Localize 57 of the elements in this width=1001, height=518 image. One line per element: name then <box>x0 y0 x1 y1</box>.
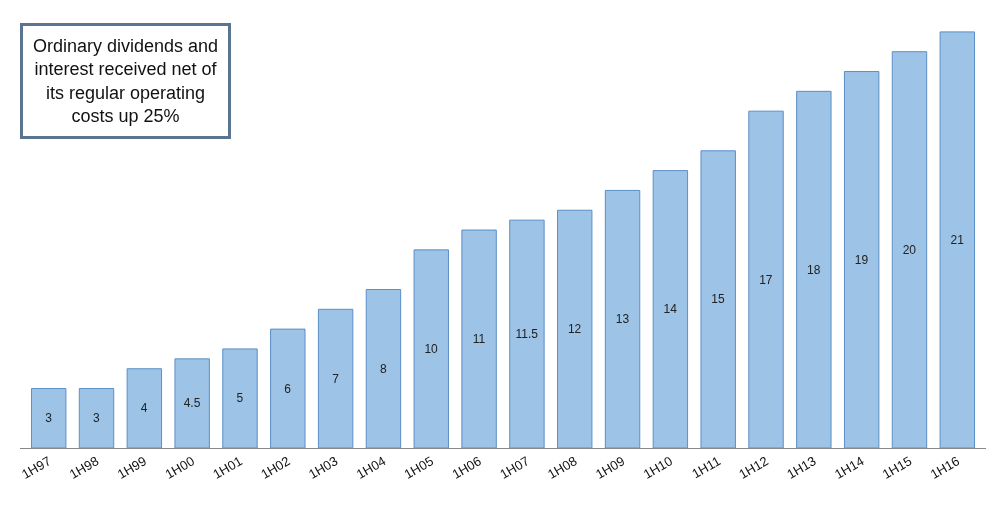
x-tick-label: 1H06 <box>449 453 484 482</box>
bar <box>700 150 736 448</box>
bar <box>365 288 402 448</box>
bar <box>461 229 497 448</box>
bar <box>604 189 641 448</box>
data-label: 11.5 <box>515 327 539 342</box>
x-tick-label: 1H14 <box>832 453 867 482</box>
data-label: 6 <box>284 381 292 396</box>
bar <box>126 368 163 448</box>
bar <box>748 110 784 448</box>
bar <box>413 249 449 448</box>
x-tick-label: 1H02 <box>258 453 293 482</box>
x-tick-label: 1H08 <box>545 453 580 482</box>
x-tick-label: 1H11 <box>689 453 723 482</box>
data-label: 4.5 <box>183 396 201 411</box>
data-label: 10 <box>424 341 439 356</box>
bar <box>796 90 832 448</box>
data-label: 21 <box>950 232 965 247</box>
x-tick-label: 1H01 <box>210 453 245 482</box>
bar <box>652 170 689 448</box>
bar <box>174 358 210 448</box>
data-label: 14 <box>663 302 678 317</box>
bar <box>843 71 880 448</box>
data-label: 3 <box>45 411 53 426</box>
data-label: 12 <box>567 322 582 337</box>
bar <box>222 348 258 448</box>
bar <box>317 308 354 448</box>
bar <box>30 388 67 448</box>
data-label: 11 <box>472 332 486 347</box>
x-tick-label: 1H04 <box>353 453 389 482</box>
data-label: 18 <box>807 262 821 277</box>
x-tick-label: 1H10 <box>640 453 676 482</box>
data-label: 4 <box>140 401 148 416</box>
data-label: 19 <box>854 252 869 267</box>
bar <box>891 51 928 448</box>
x-tick-label: 1H00 <box>162 453 197 482</box>
x-tick-label: 1H99 <box>114 453 150 482</box>
data-label: 17 <box>759 272 773 287</box>
bar <box>78 388 115 448</box>
x-tick-label: 1H12 <box>736 453 771 482</box>
x-tick-label: 1H98 <box>66 453 102 482</box>
bar <box>557 209 593 448</box>
data-label: 8 <box>379 361 387 376</box>
data-label: 20 <box>902 242 917 257</box>
data-label: 3 <box>93 411 101 426</box>
x-tick-label: 1H03 <box>305 453 341 482</box>
x-tick-label: 1H09 <box>592 453 628 482</box>
data-label: 13 <box>615 312 630 327</box>
x-tick-label: 1H13 <box>784 453 819 482</box>
data-label: 7 <box>332 371 340 386</box>
annotation: Ordinary dividends and interest received net of its regular operating costs up 25% <box>33 36 219 127</box>
bar <box>270 328 306 448</box>
data-label: 15 <box>711 292 726 307</box>
data-label: 5 <box>236 391 244 406</box>
bar <box>939 31 976 448</box>
x-tick-label: 1H16 <box>927 453 963 482</box>
bar <box>509 219 545 448</box>
